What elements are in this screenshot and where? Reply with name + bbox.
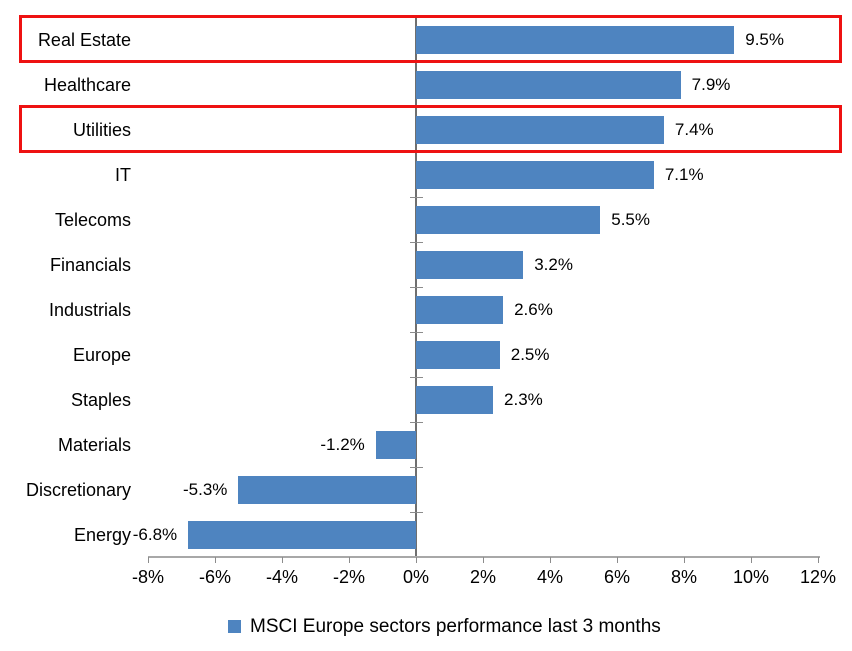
bar: [375, 430, 416, 459]
value-axis-tick-label: -8%: [131, 567, 164, 587]
value-label: -1.2%: [320, 434, 365, 454]
value-axis-tick-label: -6%: [198, 567, 231, 587]
value-axis-tick-label: 2%: [469, 567, 496, 587]
value-label: 2.6%: [514, 299, 553, 319]
category-label: Energy: [73, 524, 131, 545]
category-axis-tick: [410, 377, 423, 378]
value-axis-tick-label: 6%: [603, 567, 630, 587]
value-axis-tick: [617, 557, 618, 563]
category-label: Telecoms: [54, 209, 131, 230]
value-axis-tick: [416, 557, 417, 563]
value-axis-tick: [215, 557, 216, 563]
legend-marker-icon: [228, 620, 241, 633]
category-axis-tick: [410, 287, 423, 288]
category-axis-tick: [410, 467, 423, 468]
value-axis-tick: [282, 557, 283, 563]
bar: [416, 115, 664, 144]
bar: [416, 250, 524, 279]
category-label: Discretionary: [25, 479, 131, 500]
value-label: 2.3%: [504, 389, 543, 409]
bar: [416, 25, 735, 54]
category-axis-tick: [410, 332, 423, 333]
highlight-box-utilities: [19, 105, 842, 153]
category-label: Financials: [49, 254, 131, 275]
category-axis-tick: [410, 422, 423, 423]
category-axis-tick: [410, 512, 423, 513]
value-axis-tick-label: 12%: [799, 567, 837, 587]
bar: [416, 160, 654, 189]
bar: [416, 340, 500, 369]
value-axis-tick: [550, 557, 551, 563]
bar: [238, 475, 416, 504]
value-label: 5.5%: [611, 209, 650, 229]
value-axis-tick: [483, 557, 484, 563]
value-label: 7.4%: [674, 119, 714, 139]
value-axis-tick: [684, 557, 685, 563]
value-axis-tick: [818, 557, 819, 563]
value-axis-tick-label: -2%: [332, 567, 365, 587]
value-label: -6.8%: [132, 524, 178, 544]
bar: [416, 385, 494, 414]
value-axis-tick: [349, 557, 350, 563]
bar: [188, 520, 416, 549]
category-axis-tick: [410, 242, 423, 243]
category-label: Staples: [70, 389, 131, 410]
category-label: Healthcare: [43, 74, 131, 95]
legend: MSCI Europe sectors performance last 3 m…: [228, 616, 661, 637]
value-axis-tick-label: -4%: [265, 567, 298, 587]
bar: [416, 70, 681, 99]
value-label: 2.5%: [510, 344, 550, 364]
category-label: Utilities: [72, 119, 131, 140]
bar: [416, 295, 504, 324]
value-axis-tick-label: 8%: [670, 567, 697, 587]
legend-label: MSCI Europe sectors performance last 3 m…: [250, 616, 661, 637]
category-label: Real Estate: [37, 29, 131, 50]
category-label: Europe: [72, 344, 131, 365]
value-label: -5.3%: [183, 479, 228, 499]
category-label: Industrials: [48, 299, 131, 320]
value-axis-tick: [148, 557, 149, 563]
bar: [416, 205, 601, 234]
value-axis-line: [148, 556, 820, 558]
value-axis-tick-label: 0%: [402, 567, 429, 587]
highlight-box-real-estate: [19, 15, 842, 63]
value-axis-tick-label: 4%: [536, 567, 563, 587]
value-label: 3.2%: [534, 254, 573, 274]
category-label: IT: [115, 164, 131, 185]
value-label: 7.1%: [664, 164, 704, 184]
value-axis-tick: [751, 557, 752, 563]
category-axis-tick: [410, 197, 423, 198]
value-label: 9.5%: [745, 29, 784, 49]
category-label: Materials: [57, 434, 131, 455]
value-label: 7.9%: [691, 74, 731, 94]
value-axis-tick-label: 10%: [732, 567, 770, 587]
